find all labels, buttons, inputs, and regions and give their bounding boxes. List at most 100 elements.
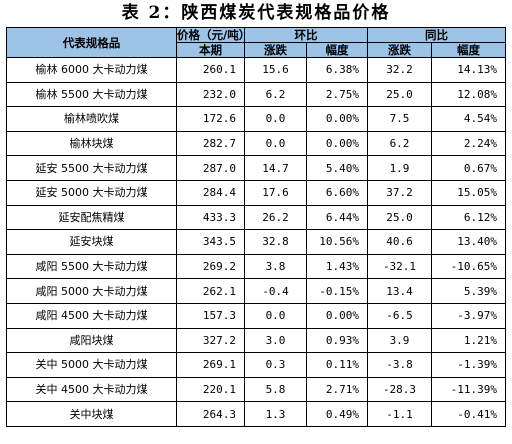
cell-price: 232.0 [176,81,245,108]
cell-mom-change: 15.6 [244,57,307,83]
cell-name: 关中块煤 [6,401,177,427]
table-row: 关中块煤 264.3 1.3 0.49% -1.1 -0.41% [6,401,506,427]
cell-price: 172.6 [176,106,245,132]
cell-mom-pct: 5.40% [306,155,368,181]
cell-mom-pct: -0.15% [306,278,368,304]
cell-price: 262.1 [176,278,245,304]
col-header-current: 本期 [176,42,245,58]
cell-yoy-change: 13.4 [367,278,432,304]
table-row: 咸阳 4500 大卡动力煤 157.3 0.0 0.00% -6.5 -3.97% [6,302,506,329]
cell-mom-change: 17.6 [244,179,307,206]
cell-yoy-change: 40.6 [367,229,432,255]
cell-mom-change: 0.0 [244,130,307,157]
cell-mom-pct: 10.56% [306,229,368,255]
cell-yoy-change: 3.9 [367,327,432,354]
cell-yoy-pct: 12.08% [431,81,506,108]
cell-yoy-change: -28.3 [367,376,432,403]
cell-yoy-pct: -11.39% [431,376,506,403]
cell-price: 433.3 [176,204,245,231]
cell-name: 延安 5000 大卡动力煤 [6,179,177,206]
cell-mom-pct: 0.00% [306,106,368,132]
table-row: 咸阳块煤 327.2 3.0 0.93% 3.9 1.21% [6,327,506,354]
cell-price: 220.1 [176,376,245,403]
table-row: 延安 5000 大卡动力煤 284.4 17.6 6.60% 37.2 15.05% [6,179,506,206]
col-header-mom: 环比 [244,27,368,43]
col-header-price: 价格（元/吨） [176,27,245,43]
cell-yoy-change: -32.1 [367,253,432,280]
cell-mom-change: 26.2 [244,204,307,231]
cell-mom-change: 32.8 [244,229,307,255]
cell-yoy-pct: 2.24% [431,130,506,157]
cell-yoy-pct: -1.39% [431,352,506,378]
cell-yoy-pct: 1.21% [431,327,506,354]
cell-yoy-pct: 13.40% [431,229,506,255]
cell-mom-pct: 0.93% [306,327,368,354]
cell-yoy-pct: -10.65% [431,253,506,280]
cell-yoy-change: 7.5 [367,106,432,132]
table-row: 榆林 6000 大卡动力煤 260.1 15.6 6.38% 32.2 14.13% [6,57,506,83]
cell-mom-change: 6.2 [244,81,307,108]
cell-price: 343.5 [176,229,245,255]
cell-yoy-change: 32.2 [367,57,432,83]
cell-name: 咸阳 4500 大卡动力煤 [6,302,177,329]
table-title: 表 2：陕西煤炭代表规格品价格 [121,3,391,23]
cell-name: 延安块煤 [6,229,177,255]
cell-mom-pct: 1.43% [306,253,368,280]
table-row: 延安配焦精煤 433.3 26.2 6.44% 25.0 6.12% [6,204,506,231]
cell-mom-change: 5.8 [244,376,307,403]
cell-yoy-pct: 0.67% [431,155,506,181]
cell-name: 榆林块煤 [6,130,177,157]
cell-mom-change: 0.0 [244,302,307,329]
table-row: 关中 4500 大卡动力煤 220.1 5.8 2.71% -28.3 -11.39% [6,376,506,403]
cell-mom-pct: 6.38% [306,57,368,83]
cell-mom-change: 0.0 [244,106,307,132]
table-row: 咸阳 5000 大卡动力煤 262.1 -0.4 -0.15% 13.4 5.39% [6,278,506,304]
col-header-name: 代表规格品 [6,27,177,58]
cell-mom-change: 14.7 [244,155,307,181]
cell-name: 关中 4500 大卡动力煤 [6,376,177,403]
table-row: 咸阳 5500 大卡动力煤 269.2 3.8 1.43% -32.1 -10.65% [6,253,506,280]
col-header-yoy: 同比 [367,27,506,43]
col-header-yoy-change: 涨跌 [367,42,432,58]
cell-yoy-change: -1.1 [367,401,432,427]
table-row: 榆林 5500 大卡动力煤 232.0 6.2 2.75% 25.0 12.08% [6,81,506,108]
cell-price: 284.4 [176,179,245,206]
cell-name: 榆林喷吹煤 [6,106,177,132]
price-table: 代表规格品 价格（元/吨） 环比 同比 本期 涨跌 幅度 涨跌 幅度 榆林 60… [6,27,506,427]
cell-mom-pct: 0.49% [306,401,368,427]
cell-name: 关中 5000 大卡动力煤 [6,352,177,378]
cell-yoy-pct: -3.97% [431,302,506,329]
cell-price: 260.1 [176,57,245,83]
cell-yoy-pct: 15.05% [431,179,506,206]
cell-price: 264.3 [176,401,245,427]
cell-yoy-pct: 5.39% [431,278,506,304]
cell-yoy-change: 6.2 [367,130,432,157]
cell-yoy-change: -3.8 [367,352,432,378]
cell-yoy-change: 37.2 [367,179,432,206]
cell-mom-pct: 6.60% [306,179,368,206]
cell-price: 327.2 [176,327,245,354]
cell-mom-change: 1.3 [244,401,307,427]
table-row: 延安块煤 343.5 32.8 10.56% 40.6 13.40% [6,229,506,255]
cell-mom-change: -0.4 [244,278,307,304]
table-row: 延安 5500 大卡动力煤 287.0 14.7 5.40% 1.9 0.67% [6,155,506,181]
cell-mom-pct: 2.75% [306,81,368,108]
cell-name: 咸阳 5500 大卡动力煤 [6,253,177,280]
cell-yoy-pct: 6.12% [431,204,506,231]
cell-yoy-change: 25.0 [367,204,432,231]
cell-yoy-pct: 4.54% [431,106,506,132]
cell-mom-change: 3.0 [244,327,307,354]
cell-name: 咸阳 5000 大卡动力煤 [6,278,177,304]
cell-price: 157.3 [176,302,245,329]
col-header-yoy-pct: 幅度 [431,42,506,58]
table-row: 榆林块煤 282.7 0.0 0.00% 6.2 2.24% [6,130,506,157]
table-row: 关中 5000 大卡动力煤 269.1 0.3 0.11% -3.8 -1.39% [6,352,506,378]
cell-mom-pct: 0.00% [306,130,368,157]
cell-name: 咸阳块煤 [6,327,177,354]
col-header-mom-change: 涨跌 [244,42,307,58]
cell-mom-change: 0.3 [244,352,307,378]
cell-name: 榆林 5500 大卡动力煤 [6,81,177,108]
cell-mom-pct: 6.44% [306,204,368,231]
cell-mom-change: 3.8 [244,253,307,280]
col-header-mom-pct: 幅度 [306,42,368,58]
